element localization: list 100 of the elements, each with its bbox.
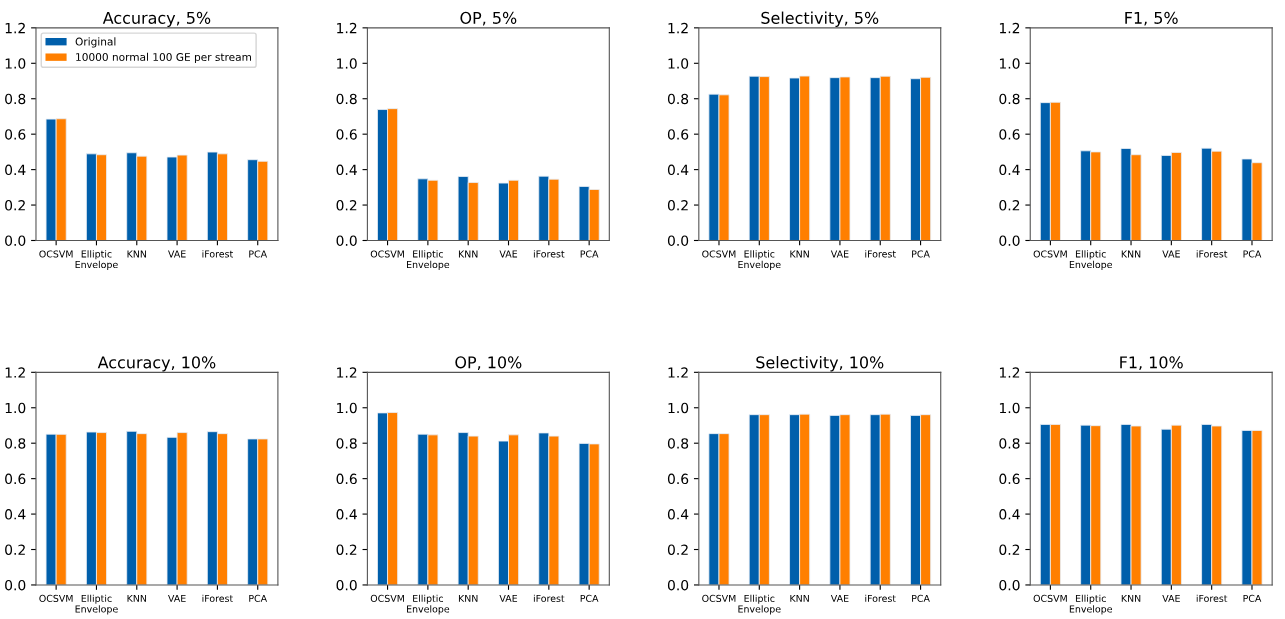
y-tick-label: 1.0 [5, 58, 26, 69]
x-tick-label: Elliptic Envelope [407, 594, 450, 615]
y-tick-label: 1.0 [999, 402, 1020, 414]
y-tick-label: 0.6 [999, 473, 1020, 485]
chart-title: Selectivity, 10% [756, 356, 884, 372]
y-tick-label: 1.0 [999, 58, 1020, 69]
x-tick-label: VAE [168, 250, 186, 258]
x-tick-label: iForest [533, 594, 565, 602]
y-tick-label: 0.6 [5, 473, 26, 485]
y-tick-label: 0.8 [5, 93, 26, 105]
x-tick-label: OCSVM [370, 594, 404, 602]
y-tick-label: 0.8 [999, 93, 1020, 105]
y-tick-label: 1.2 [999, 367, 1020, 378]
y-tick-label: 0.0 [336, 235, 357, 246]
y-tick-label: 0.4 [336, 509, 357, 520]
y-tick-label: 1.2 [5, 367, 25, 378]
x-tick-label: iForest [865, 250, 896, 258]
x-tick-label: OCSVM [1033, 594, 1067, 602]
y-tick-label: 0.8 [667, 93, 689, 105]
x-tick-label: PCA [1243, 594, 1262, 602]
y-tick-label: 0.6 [336, 473, 357, 485]
y-tick-label: 1.0 [668, 58, 689, 69]
x-tick-label: KNN [1121, 250, 1141, 258]
y-tick-label: 0.8 [336, 438, 357, 449]
x-tick-label: Elliptic Envelope [1069, 250, 1112, 270]
y-tick-label: 1.0 [668, 402, 689, 414]
legend-label: Original [75, 37, 116, 48]
x-tick-label: OCSVM [702, 250, 736, 258]
y-tick-label: 0.6 [5, 129, 26, 140]
x-tick-label: PCA [249, 594, 268, 602]
x-tick-label: iForest [533, 250, 565, 258]
x-tick-label: OCSVM [370, 250, 404, 258]
y-tick-label: 0.4 [5, 164, 26, 176]
x-tick-label: PCA [249, 250, 268, 258]
y-tick-label: 1.0 [5, 402, 26, 414]
x-tick-label: KNN [458, 250, 478, 258]
y-tick-label: 0.2 [999, 200, 1020, 211]
y-tick-label: 0.2 [336, 200, 357, 211]
x-tick-label: OCSVM [702, 594, 736, 602]
y-tick-label: 0.2 [5, 544, 25, 555]
y-tick-label: 0.0 [5, 235, 26, 246]
x-tick-label: iForest [865, 594, 896, 602]
x-tick-label: KNN [127, 594, 147, 602]
chart-title: Accuracy, 5% [102, 11, 211, 28]
y-tick-label: 0.4 [336, 164, 357, 176]
x-tick-label: Elliptic Envelope [738, 250, 781, 270]
y-tick-label: 0.8 [999, 438, 1020, 449]
y-tick-label: 0.8 [667, 438, 689, 449]
y-tick-label: 1.2 [999, 22, 1020, 34]
y-tick-label: 1.0 [337, 402, 357, 414]
y-tick-label: 0.0 [667, 579, 689, 591]
chart-title: OP, 10% [455, 356, 522, 371]
x-tick-label: VAE [499, 250, 518, 258]
y-tick-label: 0.6 [667, 129, 689, 140]
x-tick-label: iForest [1196, 594, 1228, 602]
y-tick-label: 0.2 [999, 544, 1020, 555]
x-tick-label: KNN [790, 594, 809, 602]
x-tick-label: iForest [202, 594, 233, 602]
y-tick-label: 1.2 [668, 22, 688, 34]
y-tick-label: 0.4 [999, 164, 1020, 176]
x-tick-label: Elliptic Envelope [407, 250, 450, 270]
y-tick-label: 1.2 [668, 367, 688, 378]
y-tick-label: 0.6 [999, 129, 1020, 140]
chart-title: Selectivity, 5% [761, 11, 879, 28]
x-tick-label: PCA [912, 250, 930, 258]
x-tick-label: VAE [830, 250, 849, 258]
y-tick-label: 0.2 [336, 544, 357, 555]
y-tick-label: 0.0 [667, 235, 689, 246]
x-tick-label: VAE [830, 594, 849, 602]
y-tick-label: 0.2 [667, 200, 688, 211]
y-tick-label: 1.2 [337, 22, 357, 34]
x-tick-label: Elliptic Envelope [75, 250, 118, 270]
chart-title: F1, 10% [1120, 356, 1183, 371]
x-tick-label: VAE [168, 594, 186, 602]
chart-title: OP, 5% [460, 11, 517, 26]
y-tick-label: 1.2 [337, 367, 357, 378]
x-tick-label: VAE [1162, 594, 1180, 602]
legend-label: 10000 normal 100 GE per stream [76, 52, 251, 64]
y-tick-label: 0.4 [667, 509, 689, 520]
x-tick-label: PCA [580, 250, 599, 258]
y-tick-label: 0.4 [5, 509, 26, 520]
x-tick-label: PCA [1243, 250, 1262, 258]
x-tick-label: iForest [1196, 250, 1228, 258]
chart-title: F1, 5% [1125, 11, 1178, 26]
x-tick-label: KNN [1121, 594, 1141, 602]
x-tick-label: KNN [790, 250, 809, 258]
x-tick-label: KNN [127, 250, 147, 258]
x-tick-label: OCSVM [1033, 250, 1067, 258]
y-tick-label: 0.4 [999, 509, 1020, 520]
chart-title: Accuracy, 10% [97, 356, 216, 372]
x-tick-label: OCSVM [39, 594, 73, 602]
y-tick-label: 0.0 [336, 579, 357, 591]
y-tick-label: 0.2 [5, 200, 25, 211]
y-tick-label: 0.2 [667, 544, 688, 555]
x-tick-label: VAE [1162, 250, 1180, 258]
x-tick-label: Elliptic Envelope [738, 594, 781, 615]
y-tick-label: 0.8 [336, 93, 357, 105]
y-tick-label: 1.2 [5, 22, 25, 34]
y-tick-label: 0.0 [999, 235, 1020, 246]
y-tick-label: 0.6 [667, 473, 689, 485]
